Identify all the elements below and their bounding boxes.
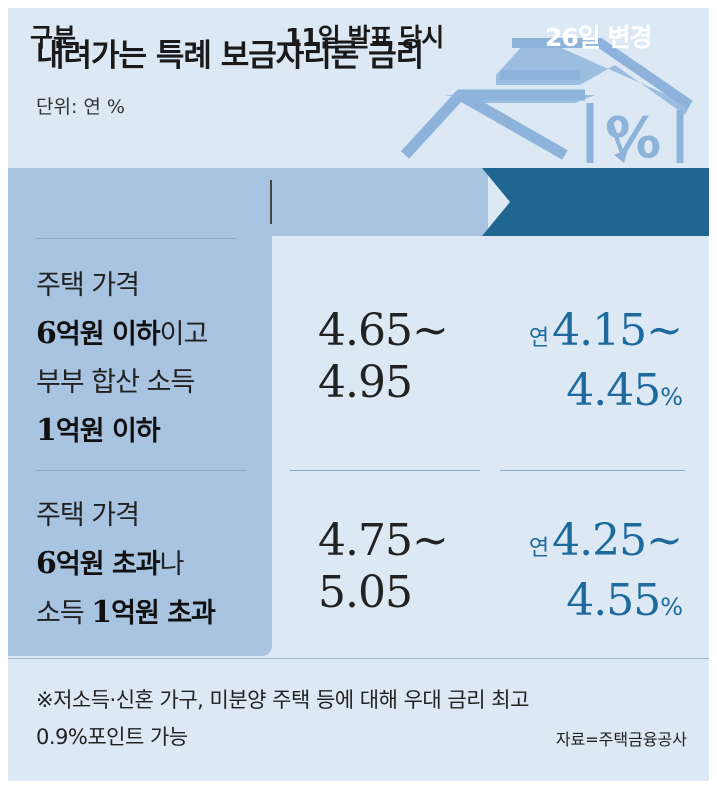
row2-condition-line2: 6억원 초과나 — [36, 546, 184, 581]
footnote-line1: ※저소득·신혼 가구, 미분양 주택 등에 대해 우대 금리 최고 — [36, 688, 529, 712]
row2-announced-value: 4.75~ 5.05 — [318, 515, 449, 619]
header-changed-band — [482, 168, 709, 236]
svg-text:%: % — [605, 106, 661, 165]
row2-announced-line1: 4.75~ — [318, 515, 449, 566]
row-divider-right — [500, 470, 685, 471]
row1-announced-value: 4.65~ 4.95 — [318, 305, 449, 409]
footnote-line2: 0.9%포인트 가능 — [36, 725, 188, 749]
unit-label: 단위: 연 % — [36, 96, 125, 118]
condition-column-panel — [8, 236, 272, 656]
row1-condition-line2: 6억원 이하이고 — [36, 316, 208, 351]
footnote: ※저소득·신혼 가구, 미분양 주택 등에 대해 우대 금리 최고 0.9%포인… — [36, 682, 529, 756]
divider — [36, 238, 236, 239]
row1-condition-line4: 1억원 이하 — [36, 413, 161, 448]
header-left-band — [8, 168, 488, 236]
header-announced: 11일 발표 당시 — [285, 23, 444, 52]
row1-condition-line3: 부부 합산 소득 — [36, 367, 195, 398]
chart-title: 내려가는 특례 보금자리론 금리 — [36, 38, 424, 74]
row1-changed-value: 연4.15~ 4.45% — [528, 305, 683, 423]
house-roof-back-icon — [496, 38, 693, 115]
row1-announced-line2: 4.95 — [318, 357, 413, 408]
house-percent-icon: % — [400, 38, 693, 165]
row2-condition-line3: 소득 1억원 초과 — [36, 595, 216, 630]
row2-condition: 주택 가격 6억원 초과나 소득 1억원 초과 — [36, 492, 216, 638]
row2-changed-line2: 4.55% — [566, 575, 683, 626]
percent-icon: % — [586, 103, 684, 165]
table-header-row — [8, 168, 709, 236]
row1-condition: 주택 가격 6억원 이하이고 부부 합산 소득 1억원 이하 — [36, 262, 208, 456]
house-roof-front-icon — [400, 89, 595, 160]
row2-condition-line1: 주택 가격 — [36, 500, 140, 531]
row-divider-left — [36, 470, 246, 471]
row2-changed-value: 연4.25~ 4.55% — [528, 515, 683, 633]
row1-changed-line2: 4.45% — [566, 365, 683, 416]
source-credit: 자료=주택금융공사 — [555, 730, 687, 749]
row2-changed-line1: 연4.25~ — [528, 515, 683, 566]
header-changed: 26일 변경 — [545, 23, 652, 52]
row1-announced-line1: 4.65~ — [318, 305, 449, 356]
footer-divider — [8, 658, 709, 659]
row1-changed-line1: 연4.15~ — [528, 305, 683, 356]
header-separator — [270, 180, 272, 224]
row-divider-mid — [290, 470, 480, 471]
header-category: 구분 — [30, 23, 77, 52]
row1-condition-line1: 주택 가격 — [36, 270, 140, 301]
row2-announced-line2: 5.05 — [318, 567, 413, 618]
